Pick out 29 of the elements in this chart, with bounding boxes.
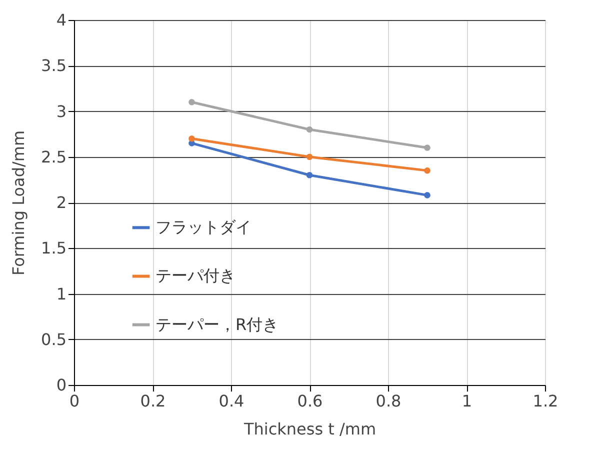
legend-label: テーパ付き [156,266,236,286]
point [306,154,313,160]
point [424,144,430,151]
y-tick-label: 2 [56,193,66,212]
x-tick-label: 0.6 [297,392,323,410]
y-tick-label: 1.5 [41,238,66,258]
point [188,98,195,106]
x-tick-label: 0.8 [376,392,402,410]
y-tick-label: 3 [56,102,66,121]
legend-label: フラットダイ [156,218,252,237]
x-tick-label: 0.2 [140,392,166,410]
y-tick-label: 0 [56,376,66,394]
y-tick-label: 4 [56,10,66,30]
x-axis-title: Thickness t /mm [242,420,376,438]
y-tick-label: 3.5 [41,56,66,76]
legend-label: テーパー，R付き [156,314,279,334]
y-tick-label: 1 [56,284,66,304]
point [424,167,430,174]
point [424,192,430,198]
x-tick-label: 0.4 [218,392,244,410]
x-tick-label: 1.2 [532,392,558,410]
point [188,135,195,142]
point [306,126,313,133]
y-tick-label: 2.5 [41,147,66,166]
y-axis-title: Forming Load/mm [9,130,28,276]
point [306,172,313,178]
y-tick-label: 0.5 [41,330,66,349]
x-tick-label: 1 [462,392,472,410]
x-tick-label: 0 [69,392,80,410]
